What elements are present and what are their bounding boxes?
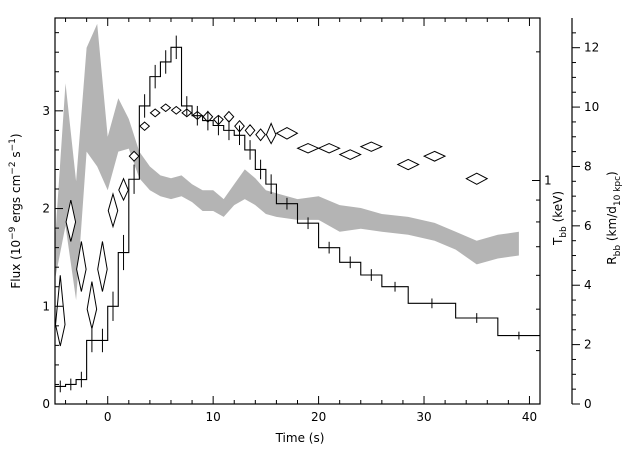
x-tick-label: 20 [311,410,326,424]
y-right-r-axis-label: Rbb (km/d10 kpc) [605,171,623,264]
temperature-point [265,122,277,145]
temperature-point [170,105,182,115]
temperature-point [338,149,362,161]
temperature-point [160,103,172,113]
y-left-tick-label: 1 [42,299,50,313]
temperature-point [149,108,161,118]
y-right-t-axis-label: Tbb (keV) [551,191,569,246]
temperature-point [118,177,129,202]
y-right-t-axis-ticks: 1 [532,51,552,405]
y-left-tick-label: 2 [42,202,50,216]
y-r-tick-label: 4 [584,278,592,292]
y-r-tick-label: 8 [584,159,592,173]
radius-band-layer [55,23,519,301]
y-left-tick-label: 3 [42,104,50,118]
temperature-point [422,150,447,162]
temperature-point [223,110,235,123]
temperature-point [65,199,77,242]
y-r-tick-label: 12 [584,41,599,55]
y-r-tick-label: 6 [584,219,592,233]
x-tick-label: 0 [104,410,112,424]
y-right-r-axis-ticks: 0 2 4 6 8 10 12 [572,32,599,411]
flux-histogram-layer [55,35,540,393]
y-r-tick-label: 2 [584,338,592,352]
temperature-point [275,127,299,140]
x-axis-ticks: 0 10 20 30 40 [65,18,537,424]
temperature-point [97,241,108,292]
temperature-point [128,150,140,162]
temperature-point [139,121,151,132]
x-axis-label: Time (s) [275,431,325,445]
x-tick-label: 40 [522,410,537,424]
y-t-tick-label: 1 [544,174,552,188]
y-r-tick-label: 0 [584,397,592,411]
temperature-point [396,158,420,171]
temperature-point [296,143,320,154]
temperature-point [317,143,341,154]
y-r-tick-label: 10 [584,100,599,114]
x-tick-label: 10 [206,410,221,424]
y-left-tick-label: 0 [42,397,50,411]
x-tick-label: 30 [416,410,431,424]
flux-histogram [55,46,540,387]
temperature-point [76,241,87,292]
temperature-diamonds [55,103,489,347]
y-left-axis-ticks: 0 1 2 3 [42,32,63,411]
temperature-point [465,172,489,185]
flux-error-bars [59,35,520,393]
temperature-point [255,128,266,142]
temperature-point [107,192,119,229]
temperature-point [244,124,256,137]
temperature-point [55,275,66,347]
radius-band [55,23,519,301]
temperature-point [86,281,98,329]
temperature-point [359,141,383,152]
y-left-axis-label: Flux (10−9 ergs cm−2 s−1) [8,133,23,288]
